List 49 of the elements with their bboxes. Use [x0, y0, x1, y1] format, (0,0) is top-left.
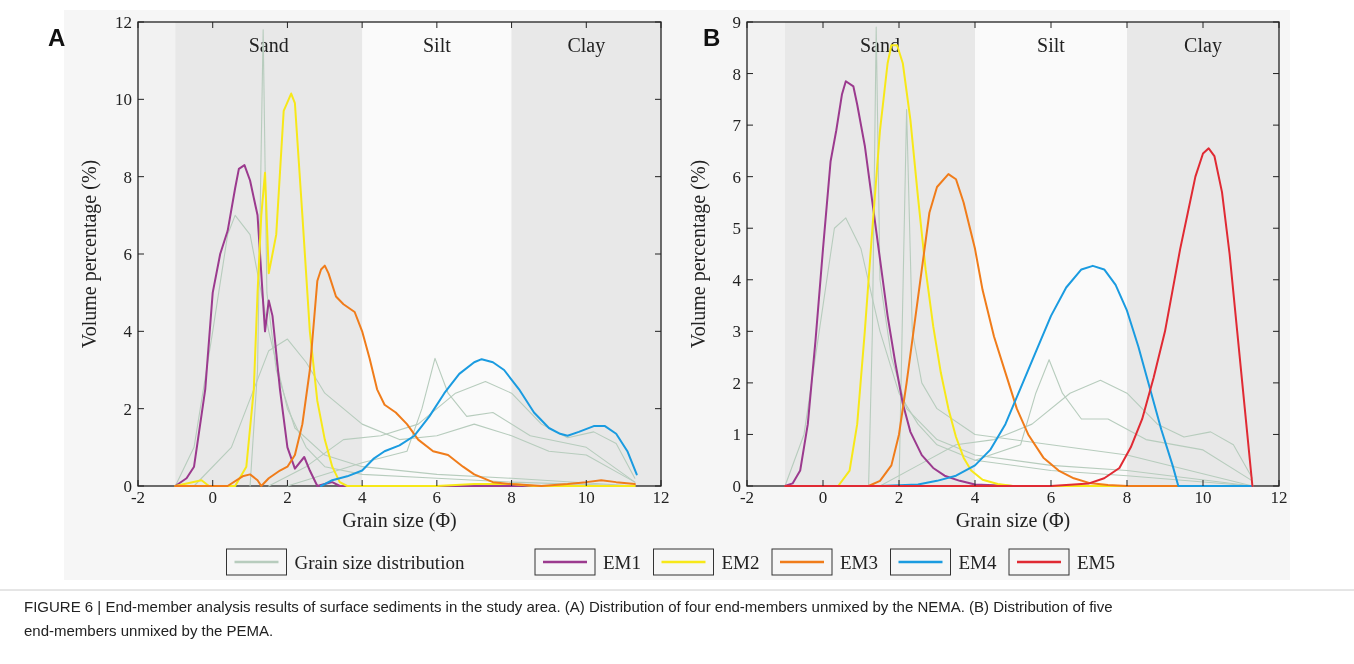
y-tick-label: 9 [732, 13, 741, 32]
y-tick-label: 4 [732, 270, 742, 290]
x-tick-label: 4 [970, 488, 980, 507]
y-tick-label: 3 [732, 322, 741, 342]
legend-label: EM4 [958, 552, 997, 573]
y-axis-title: Volume percentage (%) [78, 159, 101, 349]
x-axis-title: Grain size (Φ) [342, 508, 457, 532]
y-tick-label: 5 [732, 219, 741, 239]
x-tick-label: 0 [818, 488, 828, 507]
x-tick-label: 0 [208, 488, 217, 507]
band-label: Clay [567, 34, 606, 57]
y-tick-label: 12 [115, 13, 132, 32]
x-tick-label: 2 [894, 488, 904, 507]
y-tick-label: 7 [732, 116, 742, 136]
x-axis-title: Grain size (Φ) [955, 508, 1071, 532]
legend-label: Grain size distribution [294, 552, 465, 573]
y-tick-label: 2 [123, 399, 132, 419]
y-tick-label: 6 [732, 167, 741, 187]
band-label: Sand [248, 34, 289, 56]
x-tick-label: -2 [130, 488, 146, 507]
y-tick-label: 8 [123, 167, 132, 187]
y-tick-label: 1 [732, 425, 741, 445]
x-tick-label: 6 [1046, 488, 1056, 507]
x-tick-label: 12 [652, 488, 670, 507]
x-tick-label: 4 [357, 488, 367, 507]
y-tick-label: 2 [732, 373, 741, 393]
x-tick-label: 10 [1194, 488, 1212, 507]
chart-title: A [48, 24, 66, 51]
chart-title: B [703, 24, 721, 51]
legend-label: EM5 [1077, 552, 1115, 573]
y-tick-label: 8 [732, 64, 741, 84]
x-tick-label: -2 [739, 488, 755, 507]
y-tick-label: 6 [123, 245, 132, 264]
legend-label: EM1 [603, 552, 641, 573]
caption: FIGURE 6 | End-member analysis results of surface sediments in the study area. (A) Distribution of four end-members unmixed by the NEMA. (B) Distribution of five end-members unmixed by the PEMA. [24, 598, 1113, 639]
band-label: Silt [1037, 34, 1066, 56]
band-label: Clay [1184, 34, 1222, 57]
band-label: Silt [422, 34, 452, 56]
y-axis-title: Volume percentage (%) [687, 159, 710, 349]
x-tick-label: 12 [1270, 488, 1288, 507]
x-tick-label: 8 [507, 488, 516, 507]
y-tick-label: 10 [115, 90, 132, 110]
legend-label: EM2 [721, 552, 760, 573]
legend-label: EM3 [840, 552, 878, 573]
x-tick-label: 10 [577, 488, 595, 507]
x-tick-label: 6 [432, 488, 442, 507]
y-tick-label: 4 [123, 322, 133, 342]
x-tick-label: 2 [283, 488, 292, 507]
x-tick-label: 8 [1122, 488, 1132, 507]
